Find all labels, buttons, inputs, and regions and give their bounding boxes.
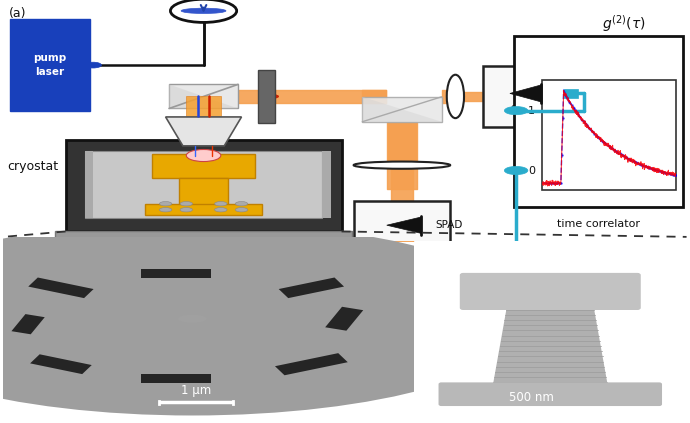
Ellipse shape xyxy=(0,250,434,388)
Text: (c): (c) xyxy=(425,242,442,255)
Bar xyxy=(66,140,342,231)
Bar xyxy=(353,201,450,254)
Circle shape xyxy=(159,202,172,206)
Polygon shape xyxy=(362,97,442,122)
Bar xyxy=(275,353,348,375)
Circle shape xyxy=(504,166,528,175)
Bar xyxy=(463,275,638,308)
Bar xyxy=(279,277,344,298)
Bar xyxy=(564,89,578,98)
Bar xyxy=(389,254,414,264)
Bar xyxy=(258,70,275,123)
Bar xyxy=(12,314,45,334)
Ellipse shape xyxy=(447,75,464,118)
Bar xyxy=(169,85,238,109)
Circle shape xyxy=(159,208,172,212)
Bar xyxy=(141,269,210,278)
Bar xyxy=(483,66,564,126)
Bar xyxy=(186,96,221,116)
Bar xyxy=(152,154,255,179)
Ellipse shape xyxy=(0,222,531,415)
Ellipse shape xyxy=(168,312,217,326)
Circle shape xyxy=(180,208,193,212)
Ellipse shape xyxy=(181,8,226,14)
Bar xyxy=(28,277,94,298)
Bar xyxy=(325,307,363,331)
Bar xyxy=(442,384,659,404)
Ellipse shape xyxy=(0,236,482,402)
Bar xyxy=(30,354,92,374)
Text: 0: 0 xyxy=(528,165,535,176)
Text: pump
laser: pump laser xyxy=(33,53,67,77)
Bar xyxy=(141,374,210,383)
Polygon shape xyxy=(166,117,242,146)
Text: $g^{(2)}(\tau)$: $g^{(2)}(\tau)$ xyxy=(602,13,646,34)
Bar xyxy=(145,204,262,214)
Ellipse shape xyxy=(0,256,410,381)
Ellipse shape xyxy=(0,229,506,409)
Ellipse shape xyxy=(0,264,386,374)
Text: cryostat: cryostat xyxy=(7,160,58,173)
Bar xyxy=(85,151,322,218)
Bar xyxy=(362,97,442,122)
Text: (b): (b) xyxy=(10,242,28,255)
Bar xyxy=(55,231,352,248)
FancyBboxPatch shape xyxy=(460,273,641,310)
Text: 1 μm: 1 μm xyxy=(181,384,212,397)
Polygon shape xyxy=(493,308,607,384)
Circle shape xyxy=(186,149,221,162)
Circle shape xyxy=(85,62,101,68)
Circle shape xyxy=(180,202,193,206)
Bar xyxy=(514,36,683,207)
Text: SPAD: SPAD xyxy=(436,220,463,230)
Text: 500 nm: 500 nm xyxy=(509,391,553,404)
Bar xyxy=(10,19,90,111)
Text: SPAD: SPAD xyxy=(510,105,538,115)
Bar xyxy=(179,179,228,207)
Bar xyxy=(85,151,93,218)
Circle shape xyxy=(235,202,248,206)
Ellipse shape xyxy=(71,284,313,353)
Polygon shape xyxy=(510,85,541,102)
Circle shape xyxy=(215,202,227,206)
Bar xyxy=(542,80,676,190)
Text: (a): (a) xyxy=(9,7,26,20)
Text: time correlator: time correlator xyxy=(557,220,640,229)
Ellipse shape xyxy=(23,270,362,367)
Polygon shape xyxy=(169,85,238,109)
Ellipse shape xyxy=(144,305,241,332)
Ellipse shape xyxy=(47,277,337,360)
Circle shape xyxy=(504,107,528,115)
Ellipse shape xyxy=(0,243,458,395)
Ellipse shape xyxy=(96,291,289,346)
Ellipse shape xyxy=(120,298,265,340)
Bar xyxy=(322,151,331,218)
Circle shape xyxy=(170,0,237,22)
Ellipse shape xyxy=(353,162,451,169)
Circle shape xyxy=(235,208,248,212)
Text: 1: 1 xyxy=(528,106,535,115)
Circle shape xyxy=(215,208,227,212)
Ellipse shape xyxy=(178,315,207,323)
Polygon shape xyxy=(386,217,421,233)
FancyBboxPatch shape xyxy=(439,382,662,406)
